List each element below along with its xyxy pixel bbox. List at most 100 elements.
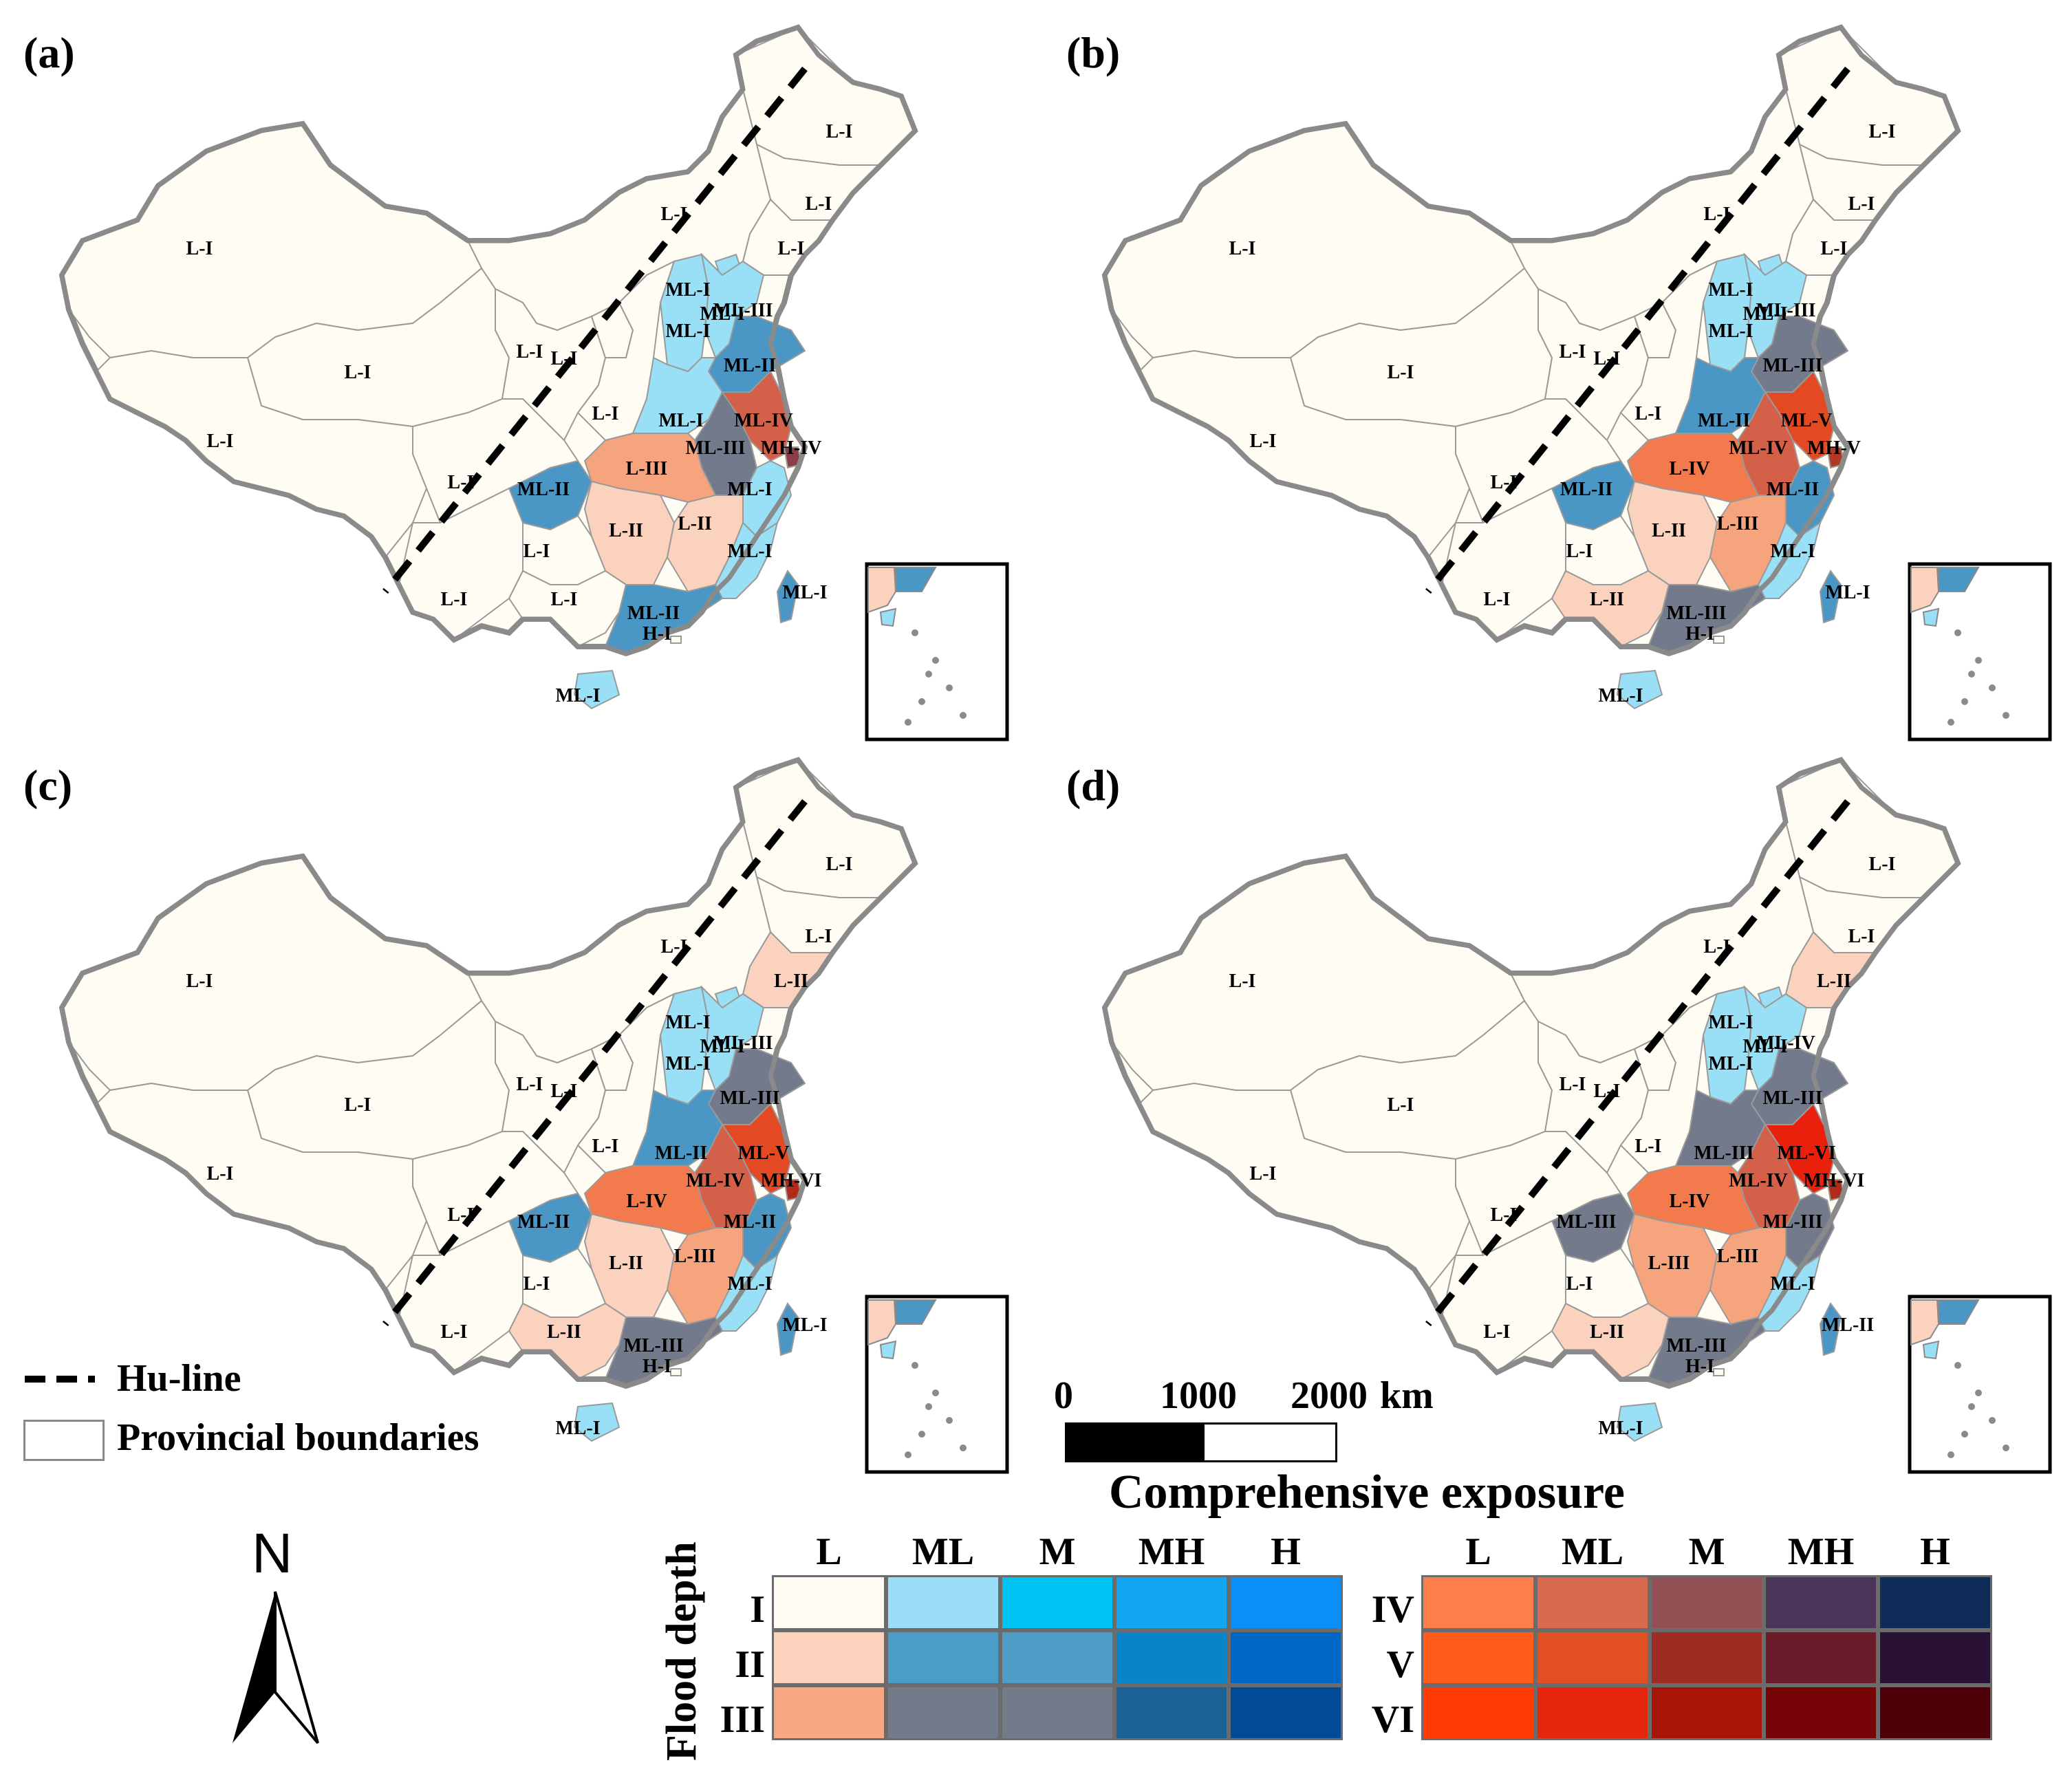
region-label-ne1: L-I: [826, 854, 853, 875]
scale-label-1000: 1000: [1160, 1374, 1237, 1417]
right-cell-IV-H: [1878, 1575, 1992, 1630]
province-hongkong: [670, 1368, 682, 1376]
region-label-beijing: ML-I: [665, 321, 710, 342]
region-label-ningxia: L-I: [517, 341, 543, 362]
left-row-head-I: I: [750, 1588, 765, 1631]
region-label-hongkong: H-I: [1685, 623, 1714, 645]
region-label-hunan: L-III: [1648, 1253, 1690, 1274]
region-label-shanxi: ML-I: [665, 279, 710, 301]
region-label-shanghai: MH-V: [1807, 437, 1861, 459]
region-label-henan: ML-III: [1694, 1143, 1753, 1164]
region-label-gansu: L-I: [551, 348, 578, 369]
region-label-shanghai: MH-VI: [1804, 1170, 1865, 1191]
map-panel-a: L-IL-IL-IL-IL-IL-IL-IL-IL-IL-IML-IML-IML…: [58, 24, 1009, 741]
region-label-yunnan: L-I: [441, 1321, 468, 1343]
region-label-shandong: ML-III: [1762, 1087, 1822, 1109]
scale-label-0: 0: [1054, 1374, 1073, 1417]
region-label-guangdong: ML-III: [1666, 1335, 1726, 1356]
region-label-tianjin: ML-III: [713, 300, 773, 321]
region-label-beijing: ML-I: [665, 1053, 710, 1074]
right-row-head-VI: VI: [1371, 1698, 1414, 1741]
region-label-ne1: L-I: [826, 121, 853, 142]
region-label-tibet: L-I: [207, 431, 234, 452]
region-label-ningxia: L-I: [517, 1074, 543, 1095]
region-label-hubei: L-IV: [1669, 1191, 1709, 1212]
province-taiwan: [776, 570, 799, 624]
left-cell-II-H: [1229, 1630, 1343, 1685]
hu-line-label: Hu-line: [117, 1357, 241, 1400]
left-col-head-MH: MH: [1138, 1530, 1205, 1573]
scale-unit: km: [1380, 1374, 1434, 1417]
map-panel-d: L-IL-IL-IIL-IL-IL-IL-IL-IL-IL-IML-IML-IM…: [1101, 757, 2052, 1474]
region-label-hubei: L-IV: [626, 1191, 667, 1212]
region-label-taiwan: ML-I: [782, 582, 827, 603]
province-fujian: [1757, 1253, 1822, 1332]
region-label-hunan: L-II: [609, 520, 643, 541]
region-label-xinj: L-I: [1229, 238, 1256, 259]
region-label-tianjin: ML-III: [1756, 300, 1815, 321]
region-label-taiwan: ML-I: [782, 1314, 827, 1336]
region-label-chongqing: ML-II: [517, 1211, 570, 1233]
right-cell-V-H: [1878, 1630, 1992, 1685]
region-label-yunnan: L-I: [441, 589, 468, 610]
region-label-hongkong: H-I: [643, 1356, 671, 1377]
region-label-ne1: L-I: [1869, 121, 1896, 142]
region-label-imong: L-I: [661, 204, 688, 225]
right-cell-IV-M: [1650, 1575, 1764, 1630]
region-label-guizhou: L-I: [1566, 541, 1593, 562]
region-label-hunan: L-II: [1652, 520, 1686, 541]
region-label-ne3: L-II: [1817, 971, 1851, 992]
region-label-shanxi: ML-I: [665, 1012, 710, 1033]
left-cell-III-MH: [1114, 1685, 1229, 1740]
scale-label-2000: 2000: [1291, 1374, 1368, 1417]
region-label-jiangxi: L-II: [678, 513, 712, 534]
panel-a-tag: (a): [23, 28, 75, 77]
province-hainan: [1616, 669, 1663, 710]
region-label-guangdong: ML-III: [623, 1335, 683, 1356]
region-label-hainan: ML-I: [1598, 1418, 1643, 1439]
region-label-jiangxi: L-III: [674, 1246, 716, 1267]
scs-inset: [865, 562, 1009, 741]
left-col-head-H: H: [1271, 1530, 1301, 1573]
right-cell-V-M: [1650, 1630, 1764, 1685]
right-cell-VI-L: [1421, 1685, 1535, 1740]
region-label-taiwan: ML-I: [1825, 582, 1870, 603]
right-row-head-V: V: [1386, 1643, 1414, 1686]
region-label-shanxi: ML-I: [1708, 279, 1753, 301]
region-label-ne3: L-I: [778, 238, 805, 259]
province-sichuan: [412, 398, 579, 524]
region-label-sichuan: L-I: [1491, 1204, 1518, 1226]
right-cell-VI-ML: [1535, 1685, 1650, 1740]
region-label-hainan: ML-I: [555, 685, 600, 706]
region-label-hongkong: H-I: [1685, 1356, 1714, 1377]
region-label-qh: L-I: [1388, 1094, 1414, 1116]
region-label-shanghai: MH-IV: [761, 437, 822, 459]
panel-c-tag: (c): [23, 761, 73, 810]
left-cell-III-H: [1229, 1685, 1343, 1740]
region-label-hubei: L-IV: [1669, 458, 1709, 479]
country-border: [59, 757, 918, 1389]
region-label-hebei: ML-I: [1742, 1036, 1787, 1057]
left-col-head-L: L: [816, 1530, 842, 1573]
north-label: N: [252, 1522, 293, 1585]
region-label-tibet: L-I: [1250, 1163, 1277, 1184]
region-label-tibet: L-I: [207, 1163, 234, 1184]
boundary-swatch: [23, 1420, 105, 1461]
map-panel-b: L-IL-IL-IL-IL-IL-IL-IL-IL-IL-IML-IML-IML…: [1101, 24, 2052, 741]
region-label-yunnan: L-I: [1484, 589, 1511, 610]
region-label-jiangxi: L-III: [1717, 513, 1759, 534]
region-label-imong: L-I: [661, 936, 688, 957]
region-label-ne2: L-I: [1848, 926, 1875, 947]
left-col-head-ML: ML: [911, 1530, 975, 1573]
region-label-shandong: ML-III: [1762, 355, 1822, 376]
region-label-sichuan: L-I: [448, 472, 475, 493]
region-label-jiangsu: ML-V: [1781, 410, 1833, 431]
colorbar-title: Comprehensive exposure: [1109, 1466, 1625, 1519]
left-cell-II-M: [1000, 1630, 1114, 1685]
province-sichuan: [1455, 398, 1622, 524]
region-label-ne2: L-I: [806, 926, 832, 947]
right-cell-IV-L: [1421, 1575, 1535, 1630]
region-label-shaanxi: L-I: [1635, 403, 1662, 424]
left-row-head-II: II: [735, 1643, 765, 1686]
hu-line-swatch: [25, 1376, 95, 1383]
